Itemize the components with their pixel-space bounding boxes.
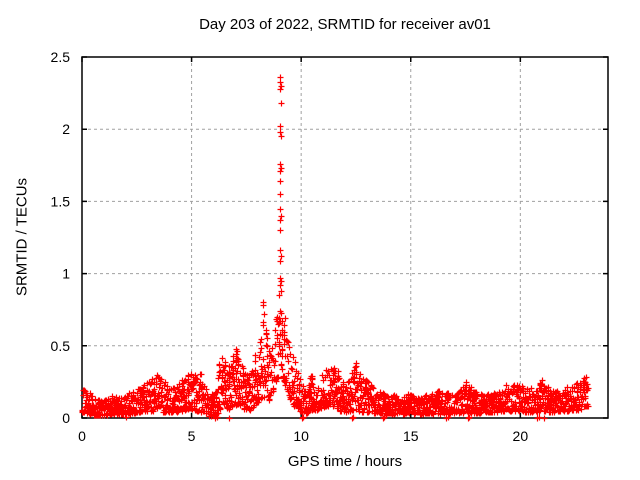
- x-tick-label: 10: [293, 428, 309, 444]
- y-tick-label: 1: [62, 266, 70, 282]
- y-tick-label: 0.5: [51, 338, 71, 354]
- y-tick-label: 0: [62, 410, 70, 426]
- axis-ticks: [81, 56, 608, 419]
- plot-border: [81, 56, 609, 419]
- y-tick-label: 2.5: [51, 49, 71, 65]
- x-axis-label: GPS time / hours: [287, 453, 403, 470]
- y-tick-label: 1.5: [51, 193, 71, 209]
- chart-title: Day 203 of 2022, SRMTID for receiver av0…: [199, 16, 491, 33]
- scatter-points: [79, 74, 592, 422]
- x-tick-label: 15: [403, 428, 419, 444]
- y-tick-label: 2: [62, 121, 70, 137]
- x-tick-label: 5: [188, 428, 196, 444]
- gridlines: [82, 57, 608, 418]
- x-tick-label: 0: [78, 428, 86, 444]
- x-tick-label: 20: [513, 428, 529, 444]
